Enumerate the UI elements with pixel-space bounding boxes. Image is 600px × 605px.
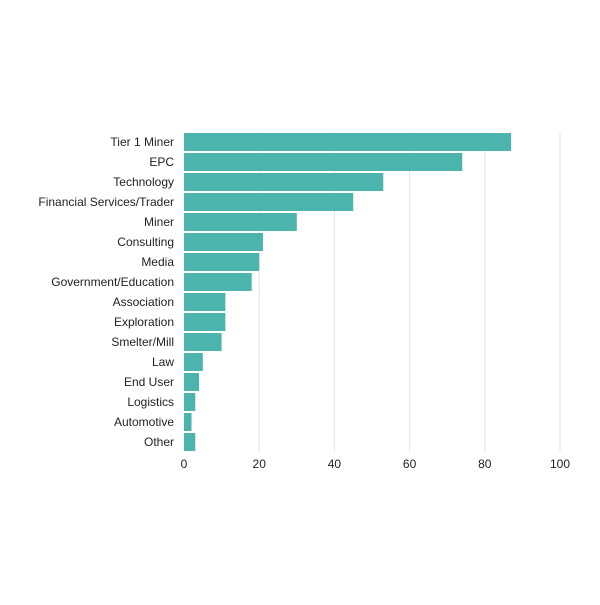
category-label: Media	[141, 255, 174, 269]
x-tick-label: 40	[328, 457, 342, 471]
bar	[184, 333, 222, 351]
x-tick-label: 100	[550, 457, 570, 471]
bar	[184, 293, 226, 311]
bar	[184, 153, 463, 171]
category-label: End User	[124, 375, 174, 389]
x-tick-label: 80	[478, 457, 492, 471]
bar	[184, 393, 196, 411]
x-tick-label: 0	[181, 457, 188, 471]
bar	[184, 433, 196, 451]
x-tick-labels: 0 20 40 60 80 100	[181, 457, 571, 471]
category-label: Association	[113, 295, 174, 309]
bar	[184, 213, 297, 231]
bar	[184, 313, 226, 331]
category-label: Miner	[144, 215, 174, 229]
bar	[184, 353, 203, 371]
bar	[184, 193, 354, 211]
category-label: Law	[152, 355, 174, 369]
bar	[184, 173, 384, 191]
bar	[184, 253, 260, 271]
bar	[184, 233, 263, 251]
bars	[184, 133, 512, 451]
category-label: EPC	[149, 155, 174, 169]
category-label: Logistics	[127, 395, 174, 409]
bar	[184, 133, 512, 151]
category-label: Consulting	[117, 235, 174, 249]
category-label: Exploration	[114, 315, 174, 329]
category-labels: Tier 1 Miner EPC Technology Financial Servi…	[38, 135, 174, 449]
bar	[184, 273, 252, 291]
category-label: Smelter/Mill	[111, 335, 174, 349]
bar	[184, 413, 192, 431]
category-label: Automotive	[114, 415, 174, 429]
category-label: Tier 1 Miner	[110, 135, 174, 149]
category-label: Government/Education	[51, 275, 174, 289]
category-label: Financial Services/Trader	[38, 195, 174, 209]
bar	[184, 373, 200, 391]
x-tick-label: 60	[403, 457, 417, 471]
category-label: Technology	[113, 175, 174, 189]
x-tick-label: 20	[253, 457, 267, 471]
category-label: Other	[144, 435, 174, 449]
